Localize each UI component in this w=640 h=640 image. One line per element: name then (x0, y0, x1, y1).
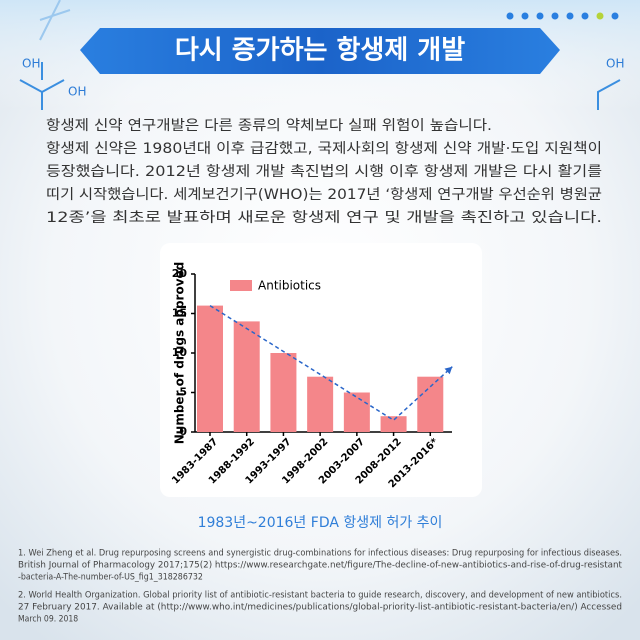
molecule (19, 0, 621, 110)
body-text: 항생제 신약은 1980년대 이후 급감했고, 국제사회의 항생제 신약 개발·… (46, 141, 602, 157)
chart-card (160, 243, 482, 497)
reference: 2. World Health Organization. Global pri… (18, 591, 622, 601)
reference: -bacteria-A-The-number-of-US_fig1_318286… (18, 573, 203, 583)
oh: OH (606, 57, 624, 71)
legend-label: Antibiotics (258, 279, 321, 293)
bar (417, 376, 444, 432)
reference: 27 February 2017. Available at (http://w… (18, 603, 622, 613)
body-text: 띠기 시작했습니다. 세계보건기구(WHO)는 2017년 ‘항생제 연구개발 … (46, 187, 602, 203)
y-tick-label: 15 (172, 307, 187, 320)
bar (270, 353, 297, 432)
title: 다시 증가하는 항생제 개발 (175, 36, 465, 66)
bar (233, 321, 260, 432)
bar (380, 416, 407, 432)
body-text: 등장했습니다. 2012년 항생제 개발 촉진법의 시행 이후 항생제 개발은 … (46, 164, 602, 180)
reference: 1. Wei Zheng et al. Drug repurposing scr… (18, 549, 622, 559)
caption: 1983년~2016년 FDA 항생제 허가 추이 (198, 515, 443, 531)
y-tick-label: 0 (179, 425, 187, 438)
legend-swatch (230, 280, 252, 291)
bar (343, 392, 370, 432)
arrow-head (444, 366, 453, 375)
dots (506, 12, 619, 20)
oh: OH (68, 85, 86, 99)
reference: March 09. 2018 (18, 615, 78, 625)
oh: OH (22, 57, 40, 71)
bar (307, 376, 334, 432)
bar (197, 305, 223, 432)
y-tick-label: 5 (179, 386, 187, 399)
trend-arrow (209, 304, 453, 422)
y-axis-label: Number of drugs approved (173, 262, 187, 445)
reference: British Journal of Pharmacology 2017;175… (18, 561, 622, 571)
title-band (80, 28, 560, 74)
body-text: 항생제 신약 연구개발은 다른 종류의 약체보다 실패 위험이 높습니다. (46, 118, 492, 134)
y-tick-label: 20 (172, 267, 188, 280)
body-text: 12종’을 최초로 발표하며 새로운 항생제 연구 및 개발을 촉진하고 있습니… (46, 210, 602, 226)
y-tick-label: 10 (172, 346, 188, 359)
